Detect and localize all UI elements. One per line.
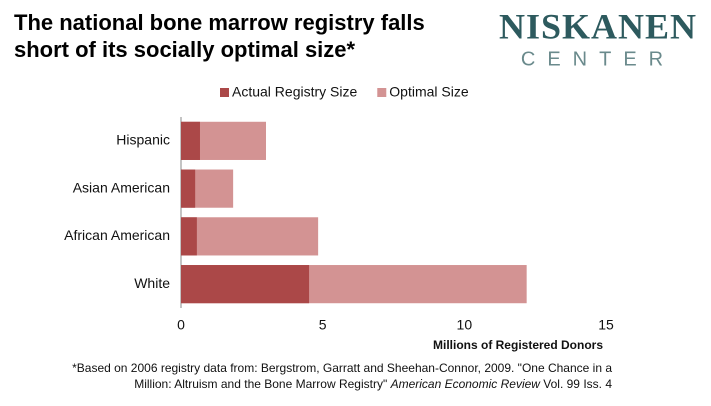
x-tick-label: 0 <box>177 317 185 333</box>
chart-title: short of its socially optimal size* <box>14 37 356 62</box>
bar <box>181 217 197 256</box>
bar <box>181 217 319 256</box>
logo-subtitle: CENTER <box>521 48 675 70</box>
x-tick-label: 5 <box>319 317 327 333</box>
chart-title: The national bone marrow registry falls <box>14 10 425 35</box>
legend-swatch <box>220 88 229 97</box>
footnote-part: Million: Altruism and the Bone Marrow Re… <box>134 377 390 391</box>
y-tick-label: African American <box>64 227 170 243</box>
legend-label: Optimal Size <box>389 84 469 100</box>
y-tick-label: Asian American <box>73 179 170 195</box>
x-axis-label: Millions of Registered Donors <box>433 338 603 352</box>
x-tick-label: 10 <box>457 317 473 333</box>
x-tick-label: 15 <box>598 317 614 333</box>
legend-swatch <box>377 88 387 97</box>
y-tick-label: Hispanic <box>116 132 170 148</box>
bar <box>181 169 196 208</box>
bar <box>181 265 310 304</box>
footnote-part: American Economic Review <box>390 377 542 391</box>
footnote: Million: Altruism and the Bone Marrow Re… <box>134 377 612 391</box>
bar <box>181 121 200 160</box>
footnote-part: Vol. 99 Iss. 4 <box>540 377 612 391</box>
y-tick-label: White <box>134 275 170 291</box>
logo-name: NISKANEN <box>499 6 697 46</box>
footnote: *Based on 2006 registry data from: Bergs… <box>72 361 612 375</box>
legend-label: Actual Registry Size <box>232 84 357 100</box>
